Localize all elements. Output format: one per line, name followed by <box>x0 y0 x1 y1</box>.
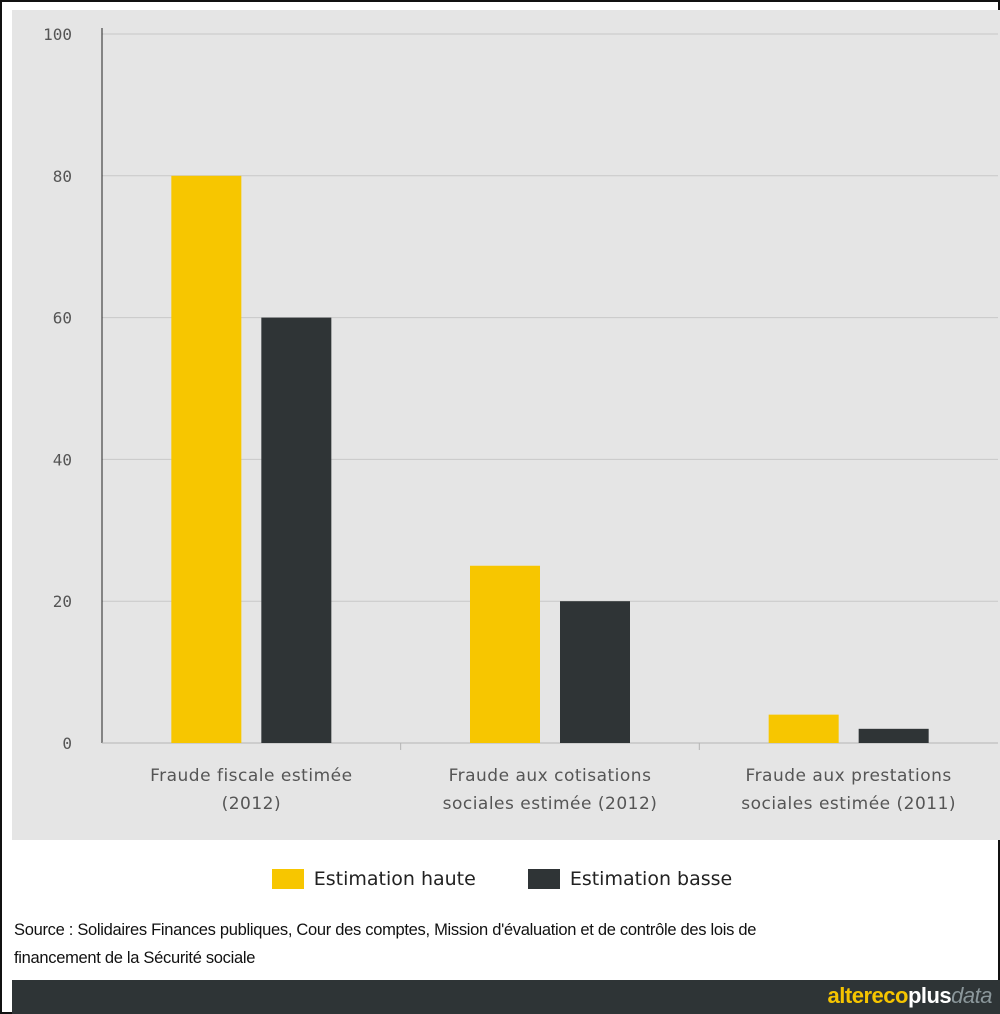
chart-area: 0 20 40 60 80 100 Fraude fiscale estimée (2012)… <box>12 10 1000 840</box>
x-category-label-0-1: (2012) <box>222 794 282 814</box>
y-tick-label-80: 80 <box>53 167 72 186</box>
x-category-label-2-1: sociales estimée (2011) <box>741 794 956 814</box>
bar-chart: 0 20 40 60 80 100 Fraude fiscale estimée (2012)… <box>43 25 998 814</box>
footer-bar: alterecoplusdata <box>12 980 1000 1014</box>
source-line-2: financement de la Sécurité sociale <box>14 949 256 967</box>
bar-high-2 <box>768 714 839 743</box>
y-tick-label-100: 100 <box>43 25 72 44</box>
x-category-label-1-0: Fraude aux cotisations <box>449 766 652 786</box>
bar-low-0 <box>261 317 332 743</box>
legend-label-low: Estimation basse <box>569 868 733 890</box>
y-tick-label-20: 20 <box>53 592 72 611</box>
legend-swatch-high <box>271 869 304 889</box>
source-note: Source : Solidaires Finances publiques, … <box>14 916 989 972</box>
bar-high-1 <box>470 565 540 743</box>
brand-logo[interactable]: alterecoplusdata <box>827 983 993 1009</box>
x-category-label-1-1: sociales estimée (2012) <box>443 794 658 814</box>
source-line-1: Source : Solidaires Finances publiques, … <box>14 921 757 939</box>
legend: Estimation haute Estimation basse <box>2 864 1000 894</box>
x-category-label-0-0: Fraude fiscale estimée <box>150 766 352 786</box>
brand-part-2: plus <box>907 983 952 1008</box>
bar-low-2 <box>858 728 929 743</box>
legend-label-high: Estimation haute <box>313 868 476 890</box>
y-tick-label-0: 0 <box>62 734 72 753</box>
brand-part-3: data <box>951 983 992 1008</box>
bar-low-1 <box>560 601 630 743</box>
brand-part-1: altereco <box>827 983 909 1008</box>
y-tick-label-40: 40 <box>53 450 72 469</box>
legend-swatch-low <box>527 869 560 889</box>
x-category-label-2-0: Fraude aux prestations <box>746 766 952 786</box>
legend-item-high[interactable]: Estimation haute <box>271 868 476 890</box>
y-tick-label-60: 60 <box>53 309 72 328</box>
bar-high-0 <box>171 175 242 744</box>
legend-item-low[interactable]: Estimation basse <box>527 868 733 890</box>
